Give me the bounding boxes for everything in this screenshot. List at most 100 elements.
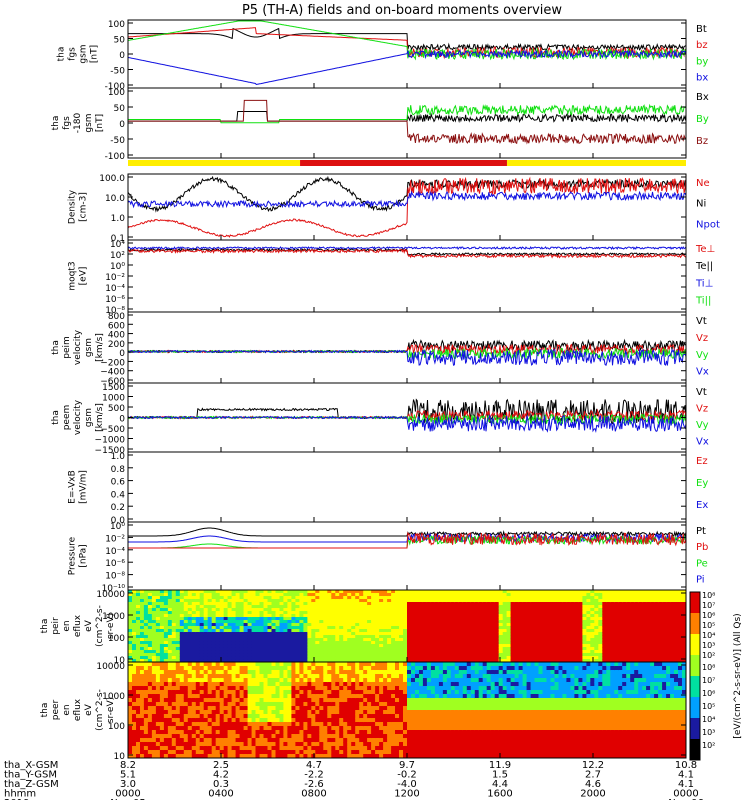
spectrogram-cell bbox=[654, 620, 659, 624]
spectrogram-cell bbox=[347, 690, 352, 695]
spectrogram-cell bbox=[359, 662, 364, 667]
spectrogram-cell bbox=[498, 623, 504, 627]
spectrogram-cell bbox=[351, 632, 356, 636]
spectrogram-cell bbox=[155, 710, 161, 715]
spectrogram-cell bbox=[534, 659, 539, 663]
spectrogram-cell bbox=[179, 714, 185, 719]
spectrogram-cell bbox=[155, 635, 161, 639]
spectrogram-cell bbox=[478, 647, 484, 651]
spectrogram-cell bbox=[255, 656, 260, 660]
spectrogram-cell bbox=[263, 656, 268, 660]
spectrogram-cell bbox=[546, 605, 551, 609]
spectrogram-cell bbox=[283, 674, 288, 679]
spectrogram-cell bbox=[506, 632, 512, 636]
spectrogram-cell bbox=[442, 632, 448, 636]
spectrogram-cell bbox=[407, 617, 412, 621]
spectrogram-cell bbox=[147, 611, 153, 615]
spectrogram-cell bbox=[638, 614, 643, 618]
spectrogram-cell bbox=[183, 593, 189, 597]
spectrogram-cell bbox=[610, 659, 615, 663]
spectrogram-cell bbox=[311, 686, 316, 691]
spectrogram-cell bbox=[155, 750, 161, 755]
spectrogram-cell bbox=[275, 602, 280, 606]
spectrogram-cell bbox=[494, 629, 500, 633]
spectrogram-cell bbox=[183, 694, 189, 699]
spectrogram-cell bbox=[383, 608, 388, 612]
spectrogram-cell bbox=[259, 710, 264, 715]
spectrogram-cell bbox=[367, 714, 372, 719]
spectrogram-cell bbox=[395, 694, 400, 699]
spectrogram-cell bbox=[291, 650, 296, 654]
spectrogram-cell bbox=[371, 596, 376, 600]
spectrogram-cell bbox=[518, 656, 524, 660]
spectrogram-cell bbox=[335, 596, 340, 600]
spectrogram-cell bbox=[430, 608, 436, 612]
spectrogram-cell bbox=[426, 650, 432, 654]
spectrogram-cell bbox=[486, 644, 492, 648]
spectrogram-cell bbox=[283, 605, 288, 609]
spectrogram-cell bbox=[299, 734, 304, 739]
spectrogram-cell bbox=[207, 629, 213, 633]
spectrogram-cell bbox=[343, 647, 348, 651]
spectrogram-cell bbox=[239, 632, 245, 636]
spectrogram-cell bbox=[383, 659, 388, 663]
spectrogram-cell bbox=[191, 650, 197, 654]
spectrogram-cell bbox=[590, 593, 595, 597]
spectrogram-cell bbox=[315, 674, 320, 679]
spectrogram-cell bbox=[339, 626, 344, 630]
spectrogram-cell bbox=[662, 611, 667, 615]
spectrogram-cell bbox=[307, 730, 312, 735]
spectrogram-cell bbox=[387, 647, 392, 651]
spectrogram-cell bbox=[490, 638, 496, 642]
spectrogram-cell bbox=[227, 656, 233, 660]
spectrogram-cell bbox=[363, 698, 368, 703]
spectrogram-cell bbox=[482, 614, 488, 618]
spectrogram-cell bbox=[375, 641, 380, 645]
spectrogram-cell bbox=[255, 620, 260, 624]
spectrogram-cell bbox=[239, 690, 245, 695]
spectrogram-cell bbox=[243, 647, 249, 651]
spectrogram-cell bbox=[303, 608, 308, 612]
spectrogram-cell bbox=[407, 596, 412, 600]
spectrogram-cell bbox=[379, 650, 384, 654]
spectrogram-cell bbox=[662, 620, 667, 624]
spectrogram-cell bbox=[136, 710, 141, 715]
spectrogram-cell bbox=[191, 682, 197, 687]
spectrogram-cell bbox=[271, 698, 276, 703]
spectrogram-cell bbox=[646, 599, 651, 603]
spectrogram-cell bbox=[534, 647, 539, 651]
spectrogram-cell bbox=[371, 698, 376, 703]
spectrogram-cell bbox=[343, 599, 348, 603]
spectrogram-cell bbox=[466, 644, 472, 648]
spectrogram-cell bbox=[430, 638, 436, 642]
spectrogram-cell bbox=[267, 698, 272, 703]
spectrogram-cell bbox=[371, 617, 376, 621]
spectrogram-cell bbox=[136, 629, 141, 633]
spectrogram-cell bbox=[562, 638, 567, 642]
spectrogram-cell bbox=[534, 593, 539, 597]
spectrogram-cell bbox=[155, 754, 161, 759]
spectrogram-cell bbox=[207, 746, 213, 751]
spectrogram-cell bbox=[219, 714, 225, 719]
spectrogram-cell bbox=[522, 647, 528, 651]
spectrogram-cell bbox=[283, 738, 288, 743]
spectrogram-cell bbox=[339, 674, 344, 679]
spectrogram-cell bbox=[434, 620, 440, 624]
spectrogram-cell bbox=[379, 602, 384, 606]
spectrogram-cell bbox=[187, 738, 193, 743]
spectrogram-cell bbox=[586, 593, 591, 597]
spectrogram-cell bbox=[343, 698, 348, 703]
spectrogram-cell bbox=[470, 605, 476, 609]
spectrogram-cell bbox=[562, 608, 567, 612]
spectrogram-cell bbox=[175, 694, 181, 699]
spectrogram-cell bbox=[275, 635, 280, 639]
spectrogram-cell bbox=[163, 617, 169, 621]
spectrogram-cell bbox=[319, 641, 324, 645]
spectrogram-cell bbox=[255, 742, 260, 747]
spectrogram-cell bbox=[299, 599, 304, 603]
spectrogram-cell bbox=[590, 641, 595, 645]
spectrogram-cell bbox=[526, 596, 532, 600]
spectrogram-cell bbox=[618, 593, 623, 597]
spectrogram-cell bbox=[590, 608, 595, 612]
spectrogram-cell bbox=[347, 742, 352, 747]
